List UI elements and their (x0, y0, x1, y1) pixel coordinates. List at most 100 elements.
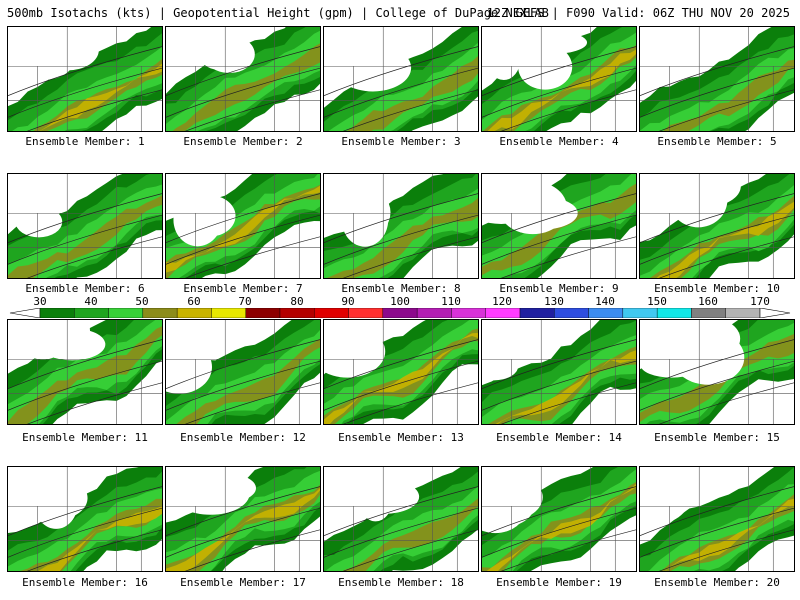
isotach-map-graphic (482, 174, 636, 278)
colorbar-tick-label: 100 (390, 295, 410, 308)
colorbar-swatch (691, 308, 726, 318)
isotach-map-graphic (8, 174, 162, 278)
colorbar-swatch (39, 308, 75, 318)
colorbar-swatch (725, 308, 761, 318)
colorbar-swatch (245, 308, 281, 318)
header-product-title: 500mb Isotachs (kts) | Geopotential Heig… (7, 6, 549, 20)
colorbar-tick-label: 140 (595, 295, 615, 308)
isotach-map-graphic (166, 27, 320, 131)
ensemble-member-label: Ensemble Member: 20 (654, 576, 780, 589)
isotach-map-graphic (324, 467, 478, 571)
ensemble-member-label: Ensemble Member: 6 (25, 282, 145, 295)
ensemble-member-label: Ensemble Member: 11 (22, 431, 148, 444)
isotach-colorbar: 30 40 50 60 70 80 90 100 110 120 130 140 150 160 170 (0, 296, 800, 318)
colorbar-tick-label: 120 (492, 295, 512, 308)
colorbar-swatch (656, 308, 692, 318)
ensemble-member-map (481, 173, 637, 279)
colorbar-swatch (416, 308, 452, 318)
ensemble-member-map (639, 173, 795, 279)
isotach-map-graphic (640, 27, 794, 131)
isotach-map-graphic (324, 320, 478, 424)
ensemble-member-map (7, 319, 163, 425)
isotach-map-graphic (640, 467, 794, 571)
ensemble-member-label: Ensemble Member: 12 (180, 431, 306, 444)
colorbar-left-arrow (9, 308, 41, 318)
ensemble-member-label: Ensemble Member: 1 (25, 135, 145, 148)
colorbar-swatch (176, 308, 212, 318)
ensemble-member-label: Ensemble Member: 5 (657, 135, 777, 148)
ensemble-member-label: Ensemble Member: 9 (499, 282, 619, 295)
isotach-map-graphic (482, 320, 636, 424)
isotach-map-graphic (166, 320, 320, 424)
ensemble-member-label: Ensemble Member: 4 (499, 135, 619, 148)
colorbar-swatches (9, 308, 791, 318)
ensemble-member-label: Ensemble Member: 17 (180, 576, 306, 589)
ensemble-member-label: Ensemble Member: 16 (22, 576, 148, 589)
isotach-map-graphic (8, 467, 162, 571)
ensemble-member-map (323, 26, 479, 132)
ensemble-member-map (165, 173, 321, 279)
ensemble-member-map (323, 319, 479, 425)
colorbar-tick-label: 50 (135, 295, 149, 308)
ensemble-member-label: Ensemble Member: 19 (496, 576, 622, 589)
colorbar-swatch (622, 308, 658, 318)
colorbar-swatch (519, 308, 555, 318)
colorbar-right-arrow (759, 308, 791, 318)
ensemble-member-label: Ensemble Member: 8 (341, 282, 461, 295)
ensemble-member-map (7, 26, 163, 132)
header-valid-time: 12Z GEFS | F090 Valid: 06Z THU NOV 20 20… (486, 6, 790, 20)
map-header: 500mb Isotachs (kts) | Geopotential Heig… (0, 0, 800, 26)
colorbar-tick-label: 160 (698, 295, 718, 308)
colorbar-tick-label: 30 (33, 295, 47, 308)
isotach-map-graphic (482, 27, 636, 131)
ensemble-member-map (481, 319, 637, 425)
isotach-map-graphic (8, 27, 162, 131)
ensemble-member-label: Ensemble Member: 18 (338, 576, 464, 589)
isotach-map-graphic (166, 467, 320, 571)
ensemble-member-label: Ensemble Member: 7 (183, 282, 303, 295)
isotach-map-graphic (8, 320, 162, 424)
colorbar-swatch (142, 308, 178, 318)
colorbar-swatch (279, 308, 315, 318)
colorbar-tick-label: 90 (341, 295, 355, 308)
colorbar-swatch (451, 308, 486, 318)
ensemble-member-label: Ensemble Member: 10 (654, 282, 780, 295)
ensemble-member-map (481, 466, 637, 572)
ensemble-member-map (323, 466, 479, 572)
colorbar-tick-label: 70 (238, 295, 252, 308)
colorbar-tick-label: 150 (647, 295, 667, 308)
colorbar-swatch (382, 308, 418, 318)
colorbar-swatch (108, 308, 144, 318)
ensemble-member-label: Ensemble Member: 2 (183, 135, 303, 148)
isotach-map-graphic (640, 320, 794, 424)
isotach-map-graphic (482, 467, 636, 571)
ensemble-member-map (165, 26, 321, 132)
colorbar-swatch (588, 308, 624, 318)
colorbar-tick-label: 110 (441, 295, 461, 308)
ensemble-member-map (165, 319, 321, 425)
ensemble-member-map (639, 466, 795, 572)
ensemble-member-map (165, 466, 321, 572)
ensemble-member-map (639, 26, 795, 132)
ensemble-member-map (7, 173, 163, 279)
ensemble-member-label: Ensemble Member: 3 (341, 135, 461, 148)
colorbar-swatch (74, 308, 109, 318)
colorbar-tick-label: 40 (84, 295, 98, 308)
colorbar-tick-label: 130 (544, 295, 564, 308)
ensemble-member-label: Ensemble Member: 15 (654, 431, 780, 444)
ensemble-member-map (7, 466, 163, 572)
isotach-map-graphic (324, 27, 478, 131)
isotach-map-graphic (324, 174, 478, 278)
colorbar-tick-label: 80 (290, 295, 304, 308)
isotach-map-graphic (640, 174, 794, 278)
ensemble-member-map (639, 319, 795, 425)
colorbar-tick-label: 170 (750, 295, 770, 308)
ensemble-member-label: Ensemble Member: 13 (338, 431, 464, 444)
colorbar-swatch (554, 308, 589, 318)
colorbar-swatch (348, 308, 384, 318)
colorbar-swatch (485, 308, 521, 318)
ensemble-member-map (323, 173, 479, 279)
colorbar-swatch (211, 308, 246, 318)
colorbar-swatch (314, 308, 349, 318)
ensemble-member-label: Ensemble Member: 14 (496, 431, 622, 444)
